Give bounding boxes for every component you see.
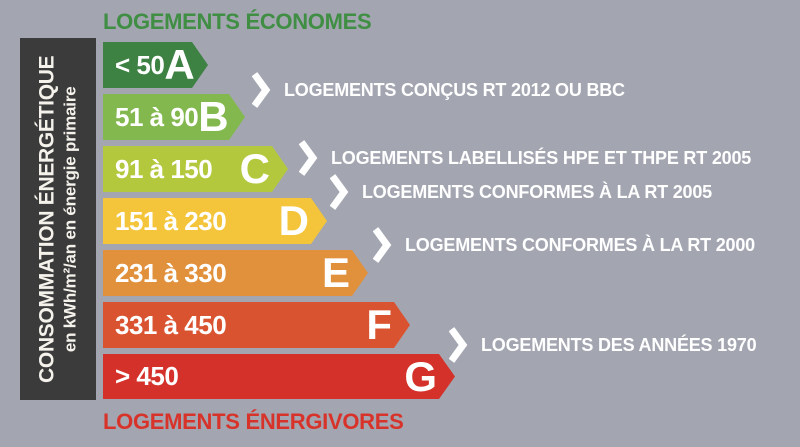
range-label: 231 à 330 [115,257,227,288]
class-letter: D [278,197,308,244]
range-label: 91 à 150 [115,153,213,184]
chevron-right-icon [330,174,349,210]
class-letter: C [239,145,269,192]
energy-class-bar-a: < 50 A [103,42,208,88]
consumption-axis-panel: CONSOMMATION ÉNERGÉTIQUE en kWh/m²/an en… [20,38,96,400]
annotation-label: LOGEMENTS CONFORMES À LA RT 2000 [405,234,755,255]
chevron-right-icon [299,140,318,176]
class-letter: F [366,301,391,348]
annotation-rt2012-bbc: LOGEMENTS CONÇUS RT 2012 OU BBC [252,71,625,109]
class-letter: E [321,249,349,296]
caption-energivores: LOGEMENTS ÉNERGIVORES [103,409,404,434]
annotation-annees-1970: LOGEMENTS DES ANNÉES 1970 [449,326,757,364]
energy-class-bar-f: 331 à 450 F [103,302,410,348]
caption-economes: LOGEMENTS ÉCONOMES [103,9,372,34]
annotation-label: LOGEMENTS CONÇUS RT 2012 OU BBC [284,79,625,100]
energy-class-bar-c: 91 à 150 C [103,146,288,192]
energy-class-bar-e: 231 à 330 E [103,250,368,296]
range-label: > 450 [115,361,179,391]
annotation-conformes-rt2005: LOGEMENTS CONFORMES À LA RT 2005 [330,173,712,211]
range-label: 51 à 90 [115,101,199,132]
annotation-hpe-thpe-rt2005: LOGEMENTS LABELLISÉS HPE ET THPE RT 2005 [299,139,751,177]
class-letter: B [198,93,228,140]
annotation-conformes-rt2000: LOGEMENTS CONFORMES À LA RT 2000 [373,226,755,264]
chevron-right-icon [449,327,468,363]
axis-title: CONSOMMATION ÉNERGÉTIQUE [35,55,59,383]
axis-unit: en kWh/m²/an en énergie primaire [60,86,80,352]
class-letter: A [164,41,194,88]
class-letter: G [404,352,436,400]
range-label: 151 à 230 [115,205,227,236]
energy-class-bar-g: > 450 G [103,354,455,399]
range-label: < 50 [115,49,165,80]
energy-class-bar-d: 151 à 230 D [103,198,327,244]
chevron-right-icon [373,227,392,263]
annotation-label: LOGEMENTS LABELLISÉS HPE ET THPE RT 2005 [331,147,752,168]
chevron-right-icon [252,72,271,108]
consumption-axis-label: CONSOMMATION ÉNERGÉTIQUE en kWh/m²/an en… [35,55,82,382]
range-label: 331 à 450 [115,309,227,340]
energy-class-bar-b: 51 à 90 B [103,94,245,140]
annotation-label: LOGEMENTS DES ANNÉES 1970 [481,334,757,355]
annotation-label: LOGEMENTS CONFORMES À LA RT 2005 [362,181,712,202]
